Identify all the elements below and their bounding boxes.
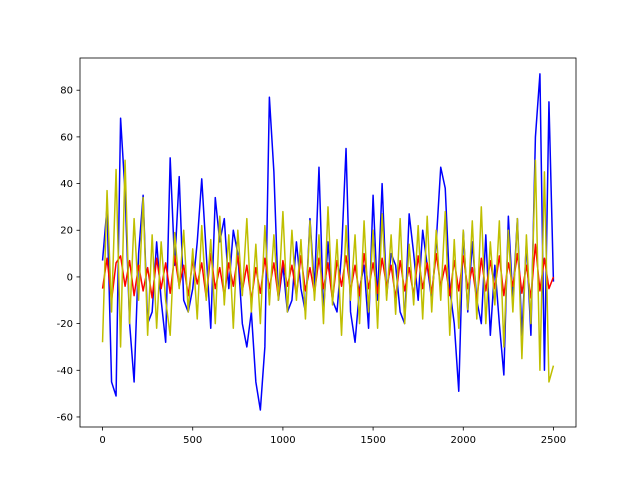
plot-frame: [79, 57, 577, 428]
y-tick-label: 80: [60, 86, 73, 97]
y-tick-label: 40: [60, 179, 73, 190]
y-tick-label: -60: [57, 412, 73, 423]
x-tick-label: 1000: [270, 435, 295, 446]
series-line: [101, 159, 555, 383]
y-tick-label: 0: [67, 272, 73, 283]
y-tick-label: -40: [57, 366, 73, 377]
series-line: [101, 73, 555, 411]
x-tick-label: 2500: [541, 435, 566, 446]
x-tick-label: 1500: [360, 435, 385, 446]
y-tick-label: -20: [57, 319, 73, 330]
x-tick-label: 2000: [451, 435, 476, 446]
y-tick-label: 20: [60, 226, 73, 237]
x-tick-label: 0: [99, 435, 105, 446]
x-tick-label: 500: [183, 435, 202, 446]
y-tick-label: 60: [60, 132, 73, 143]
